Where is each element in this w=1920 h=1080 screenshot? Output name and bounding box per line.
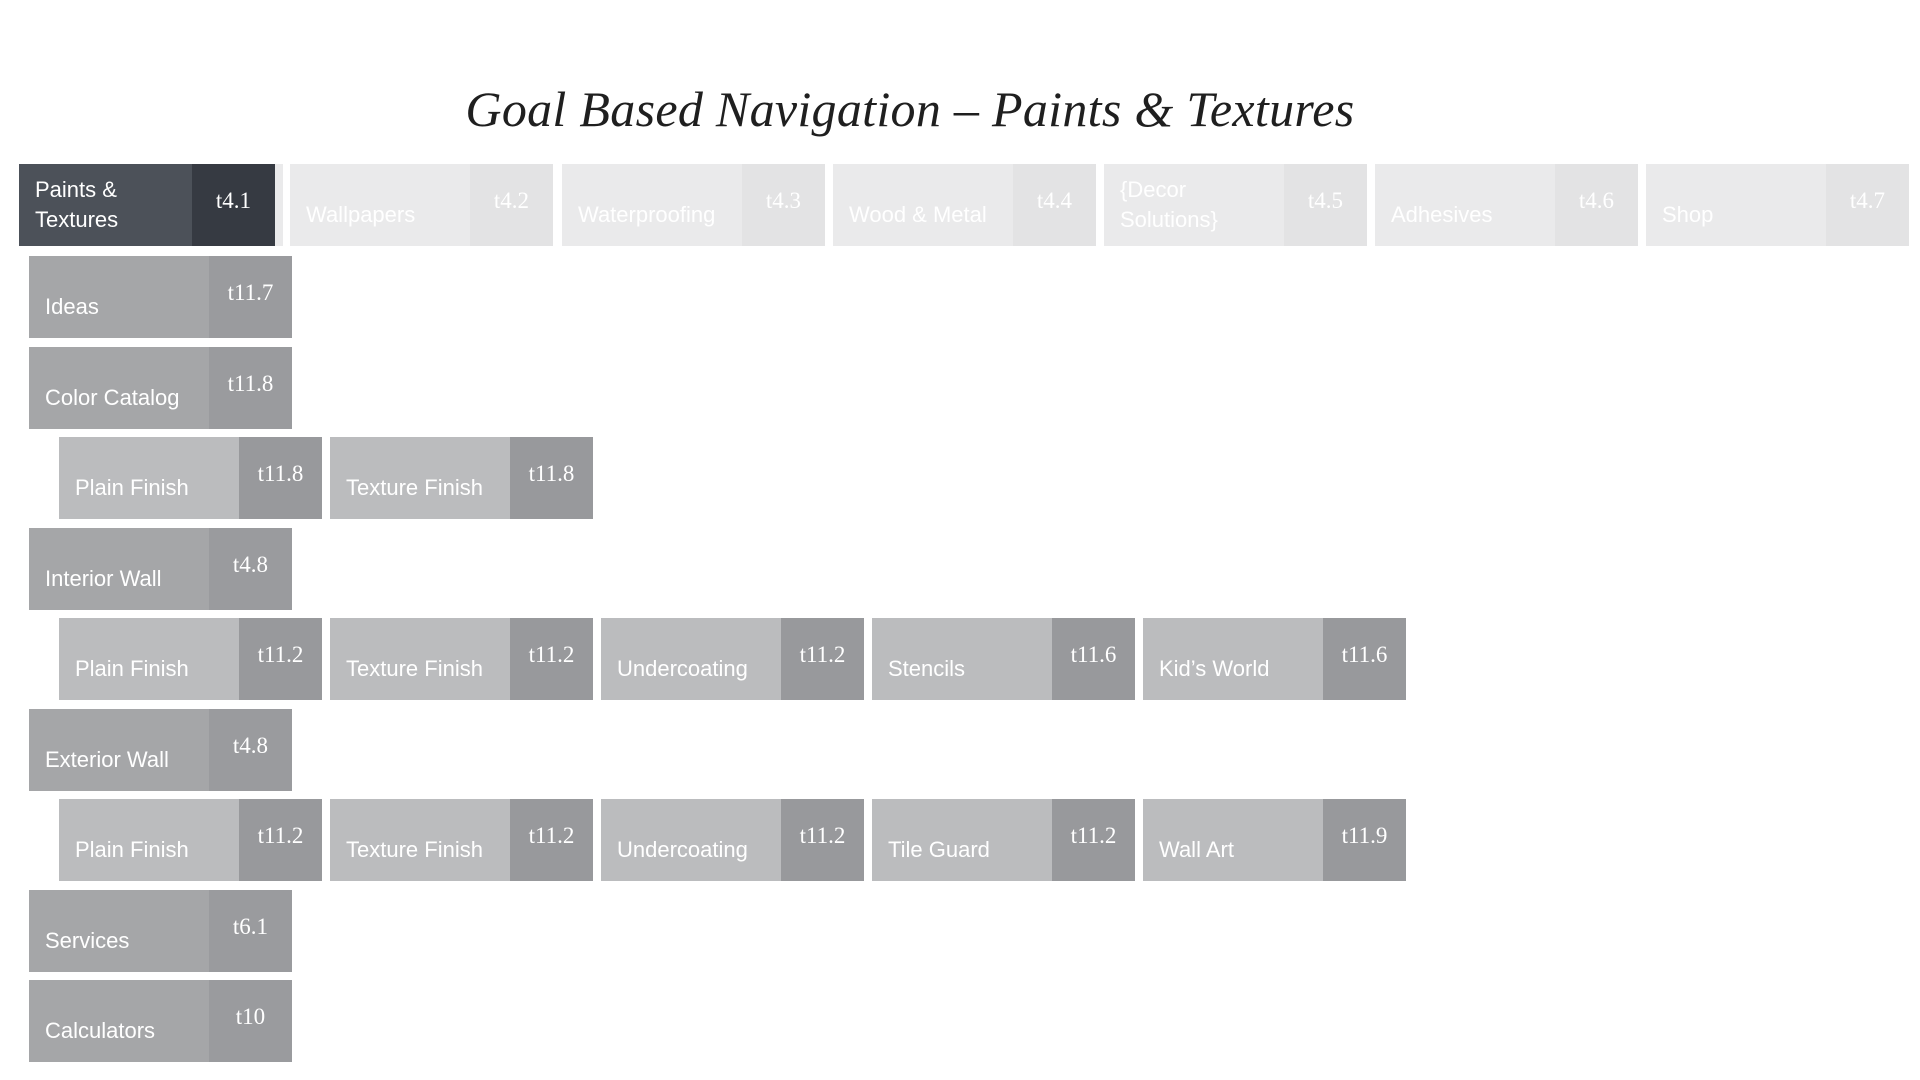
nav-subitem-label: Kid’s World <box>1159 656 1270 682</box>
nav-subitem-label: Wall Art <box>1159 837 1234 863</box>
nav-item-calculators[interactable]: Calculators t10 <box>29 980 292 1062</box>
nav-subitem-label: Plain Finish <box>75 837 189 863</box>
top-nav-code: t4.1 <box>192 164 275 246</box>
nav-subitem-label: Tile Guard <box>888 837 990 863</box>
nav-subitem-undercoating[interactable]: Undercoating t11.2 <box>601 618 864 700</box>
top-nav-shop[interactable]: Shop t4.7 <box>1646 164 1909 246</box>
nav-subitem-wall-art[interactable]: Wall Art t11.9 <box>1143 799 1406 881</box>
nav-item-interior-wall[interactable]: Interior Wall t4.8 <box>29 528 292 610</box>
top-nav-label: Wood & Metal <box>849 202 987 228</box>
nav-item-code: t11.7 <box>209 256 292 338</box>
top-nav-wallpapers[interactable]: Wallpapers t4.2 <box>290 164 553 246</box>
nav-item-color-catalog[interactable]: Color Catalog t11.8 <box>29 347 292 429</box>
nav-subitem-code: t11.6 <box>1052 618 1135 700</box>
page-title: Goal Based Navigation – Paints & Texture… <box>465 81 1355 137</box>
nav-item-code: t11.8 <box>209 347 292 429</box>
top-nav-label: Waterproofing <box>578 202 716 228</box>
nav-item-code: t4.8 <box>209 709 292 791</box>
nav-subitem-plain-finish[interactable]: Plain Finish t11.8 <box>59 437 322 519</box>
top-nav-decor-solutions[interactable]: {Decor Solutions} t4.5 <box>1104 164 1367 246</box>
top-nav-label: Adhesives <box>1391 202 1493 228</box>
nav-subitem-label: Texture Finish <box>346 837 483 863</box>
top-nav-code: t4.4 <box>1013 164 1096 246</box>
nav-subitem-label: Undercoating <box>617 837 748 863</box>
top-nav-label: {Decor Solutions} <box>1120 177 1218 232</box>
nav-subitem-label: Undercoating <box>617 656 748 682</box>
top-nav-waterproofing[interactable]: Waterproofing t4.3 <box>562 164 825 246</box>
top-nav-label: Shop <box>1662 202 1714 228</box>
nav-subitem-undercoating[interactable]: Undercoating t11.2 <box>601 799 864 881</box>
nav-item-code: t10 <box>209 980 292 1062</box>
nav-subitem-texture-finish[interactable]: Texture Finish t11.8 <box>330 437 593 519</box>
top-nav-paints-textures[interactable]: Paints & Textures t4.1 <box>19 164 281 246</box>
nav-item-label: Services <box>45 928 130 954</box>
nav-item-label: Color Catalog <box>45 385 180 411</box>
nav-item-label: Ideas <box>45 294 99 320</box>
nav-subitem-code: t11.2 <box>239 799 322 881</box>
nav-subitem-code: t11.8 <box>239 437 322 519</box>
nav-item-label: Interior Wall <box>45 566 162 592</box>
nav-subitem-code: t11.2 <box>781 799 864 881</box>
nav-item-services[interactable]: Services t6.1 <box>29 890 292 972</box>
top-nav-label: Paints & Textures <box>35 177 119 232</box>
top-nav-code: t4.7 <box>1826 164 1909 246</box>
top-nav-adhesives[interactable]: Adhesives t4.6 <box>1375 164 1638 246</box>
nav-subitem-stencils[interactable]: Stencils t11.6 <box>872 618 1135 700</box>
nav-subitem-texture-finish[interactable]: Texture Finish t11.2 <box>330 618 593 700</box>
nav-subitem-kids-world[interactable]: Kid’s World t11.6 <box>1143 618 1406 700</box>
nav-subitem-label: Plain Finish <box>75 475 189 501</box>
nav-subitem-label: Texture Finish <box>346 656 483 682</box>
nav-subitem-code: t11.9 <box>1323 799 1406 881</box>
nav-subitem-code: t11.2 <box>239 618 322 700</box>
nav-item-code: t6.1 <box>209 890 292 972</box>
nav-subitem-label: Stencils <box>888 656 966 682</box>
nav-subitem-tile-guard[interactable]: Tile Guard t11.2 <box>872 799 1135 881</box>
nav-item-code: t4.8 <box>209 528 292 610</box>
nav-subitem-texture-finish[interactable]: Texture Finish t11.2 <box>330 799 593 881</box>
top-nav-code: t4.5 <box>1284 164 1367 246</box>
top-nav-wood-metal[interactable]: Wood & Metal t4.4 <box>833 164 1096 246</box>
nav-subitem-label: Texture Finish <box>346 475 483 501</box>
nav-subitem-code: t11.2 <box>781 618 864 700</box>
top-nav-code: t4.6 <box>1555 164 1638 246</box>
nav-item-ideas[interactable]: Ideas t11.7 <box>29 256 292 338</box>
nav-subitem-code: t11.2 <box>510 799 593 881</box>
nav-item-label: Exterior Wall <box>45 747 169 773</box>
nav-item-label: Calculators <box>45 1018 156 1044</box>
nav-subitem-label: Plain Finish <box>75 656 189 682</box>
top-nav-label: Wallpapers <box>306 202 416 228</box>
active-tab-divider <box>275 164 283 246</box>
nav-subitem-code: t11.2 <box>1052 799 1135 881</box>
nav-subitem-code: t11.6 <box>1323 618 1406 700</box>
nav-subitem-plain-finish[interactable]: Plain Finish t11.2 <box>59 799 322 881</box>
top-nav-code: t4.3 <box>742 164 825 246</box>
nav-item-exterior-wall[interactable]: Exterior Wall t4.8 <box>29 709 292 791</box>
nav-subitem-code: t11.2 <box>510 618 593 700</box>
top-nav-code: t4.2 <box>470 164 553 246</box>
nav-subitem-code: t11.8 <box>510 437 593 519</box>
nav-subitem-plain-finish[interactable]: Plain Finish t11.2 <box>59 618 322 700</box>
